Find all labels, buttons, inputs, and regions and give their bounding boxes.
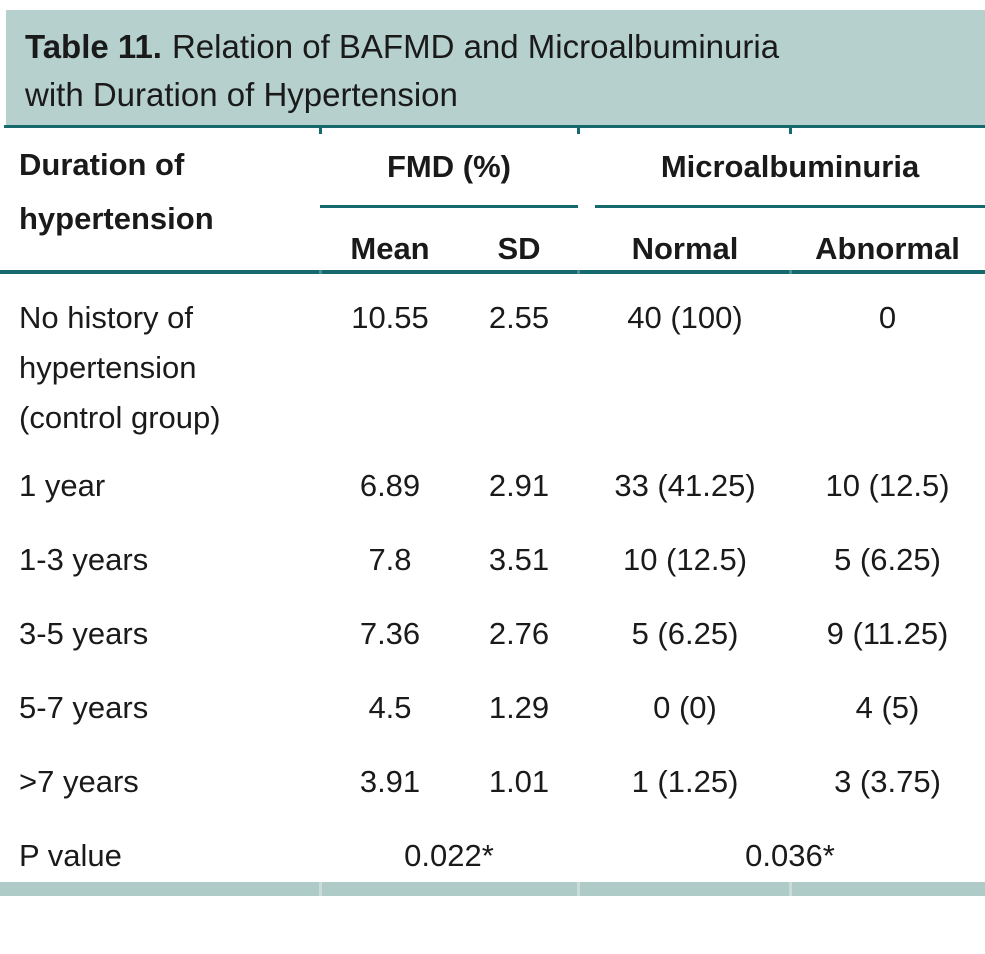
caption-text: Relation of BAFMD and Microalbuminuria xyxy=(171,28,780,65)
cell-mean: 6.89 xyxy=(359,468,421,503)
column-tick xyxy=(319,128,322,134)
cell-mean: 7.36 xyxy=(359,616,421,651)
row-label: 1 year xyxy=(19,468,106,503)
footer-band xyxy=(0,882,985,896)
cell-abnormal: 5 (6.25) xyxy=(834,542,941,577)
row-label: 1-3 years xyxy=(19,542,149,577)
cell-sd: 2.55 xyxy=(488,300,550,335)
cell-sd: 1.29 xyxy=(488,690,550,725)
cell-normal: 40 (100) xyxy=(627,300,743,335)
cell-abnormal: 0 xyxy=(878,300,897,335)
cell-mean: 4.5 xyxy=(368,690,412,725)
header-group-microalbuminuria: Microalbuminuria xyxy=(660,149,920,184)
p-value-microalbuminuria: 0.036* xyxy=(745,838,835,873)
cell-normal: 33 (41.25) xyxy=(614,468,756,503)
header-bottom-rule xyxy=(0,270,985,274)
cell-normal: 5 (6.25) xyxy=(631,616,739,651)
header-sd: SD xyxy=(497,231,541,266)
cell-mean: 7.8 xyxy=(368,542,412,577)
table-number: Table 11. xyxy=(25,28,162,65)
cell-normal: 0 (0) xyxy=(653,690,717,725)
table-caption: Table 11. Relation of BAFMD and Microalbu… xyxy=(6,10,985,125)
header-normal: Normal xyxy=(631,231,739,266)
caption-line-2: with Duration of Hypertension xyxy=(25,76,458,113)
header-abnormal: Abnormal xyxy=(815,231,960,266)
cell-mean: 10.55 xyxy=(351,300,429,335)
caption-line-1: Table 11. Relation of BAFMD and Microalbu… xyxy=(25,23,985,71)
header-group-fmd: FMD (%) xyxy=(387,149,511,184)
row-label: >7 years xyxy=(19,764,139,799)
header-mean: Mean xyxy=(350,231,430,266)
footer-band-divider xyxy=(577,882,580,896)
cell-normal: 1 (1.25) xyxy=(631,764,739,799)
cell-sd: 2.91 xyxy=(488,468,550,503)
rule-notch xyxy=(577,270,580,274)
top-rule xyxy=(4,125,985,128)
cell-abnormal: 10 (12.5) xyxy=(825,468,950,503)
microalbuminuria-group-rule xyxy=(595,205,985,208)
cell-mean: 3.91 xyxy=(359,764,421,799)
header-duration: Duration of hypertension xyxy=(19,147,214,236)
column-tick xyxy=(577,128,580,134)
cell-abnormal: 9 (11.25) xyxy=(826,616,949,651)
footer-band-divider xyxy=(319,882,322,896)
cell-sd: 2.76 xyxy=(488,616,550,651)
rule-notch xyxy=(319,270,322,274)
footer-band-divider xyxy=(789,882,792,896)
column-tick xyxy=(789,128,792,134)
fmd-group-rule xyxy=(320,205,578,208)
p-value-label: P value xyxy=(19,838,122,873)
rule-notch xyxy=(789,270,792,274)
cell-abnormal: 3 (3.75) xyxy=(834,764,941,799)
row-label: 5-7 years xyxy=(19,690,149,725)
row-label: 3-5 years xyxy=(19,616,149,651)
p-value-fmd: 0.022* xyxy=(404,838,494,873)
cell-normal: 10 (12.5) xyxy=(622,542,748,577)
cell-abnormal: 4 (5) xyxy=(855,690,920,725)
cell-sd: 3.51 xyxy=(488,542,550,577)
row-label: No history of hypertension (control grou… xyxy=(19,300,221,435)
cell-sd: 1.01 xyxy=(488,764,550,799)
